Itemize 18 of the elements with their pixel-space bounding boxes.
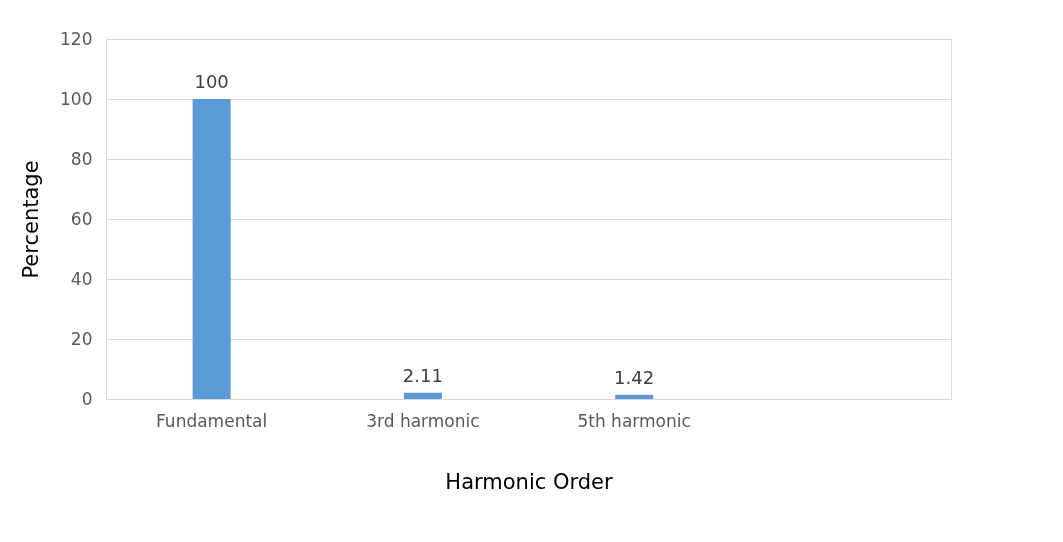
x-axis-title: Harmonic Order <box>445 469 613 494</box>
y-tick-label: 60 <box>70 208 93 229</box>
data-label: 1.42 <box>614 366 655 388</box>
y-tick-label: 40 <box>70 268 93 289</box>
x-tick-label: 5th harmonic <box>577 410 691 431</box>
bar <box>615 394 654 399</box>
y-tick-label: 20 <box>70 328 93 349</box>
bar <box>403 392 442 399</box>
x-tick-label: 3rd harmonic <box>366 410 480 431</box>
y-tick-label: 80 <box>70 148 93 169</box>
y-tick-label: 100 <box>60 88 93 109</box>
data-label: 100 <box>194 71 229 92</box>
y-tick-label: 0 <box>81 388 93 409</box>
y-tick-label: 120 <box>60 28 93 49</box>
x-tick-label: Fundamental <box>156 410 268 431</box>
data-label: 2.11 <box>402 364 443 386</box>
bar <box>192 99 231 399</box>
y-axis-title: Percentage <box>19 160 44 279</box>
